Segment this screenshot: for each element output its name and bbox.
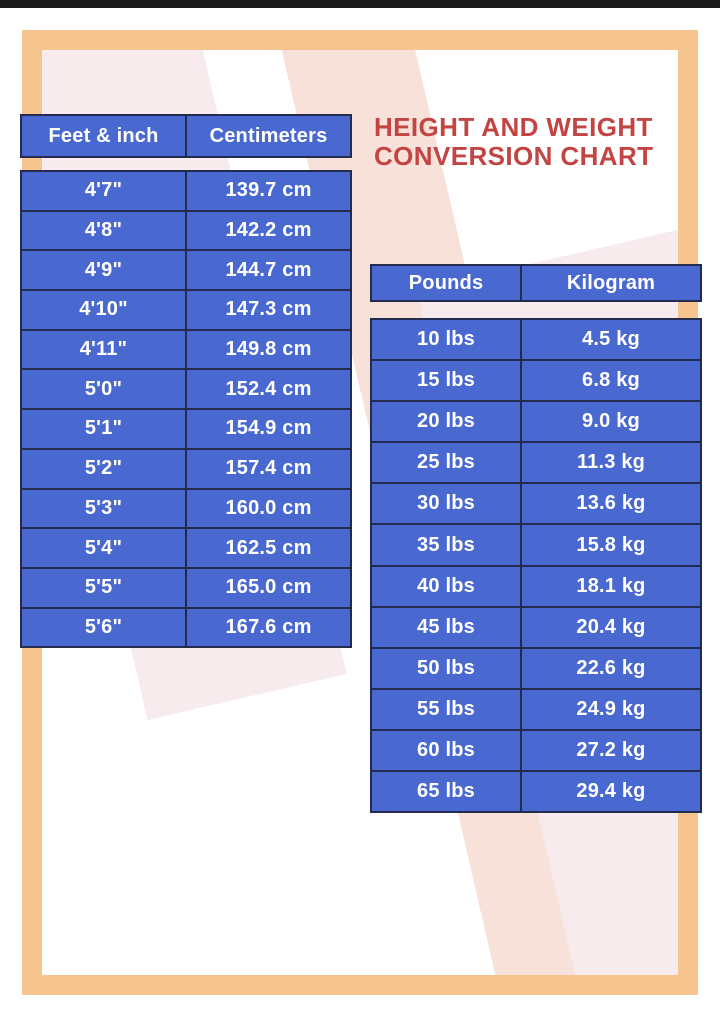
table-row: 40 lbs 18.1 kg (372, 566, 700, 608)
table-row: 5'1" 154.9 cm (22, 410, 350, 450)
table-row: 4'11" 149.8 cm (22, 330, 350, 371)
page-title: HEIGHT AND WEIGHT CONVERSION CHART (374, 113, 674, 170)
weight-header-pounds: Pounds (408, 271, 484, 294)
cm-value: 147.3 cm (185, 291, 350, 329)
feet-inch-value: 4'8" (84, 219, 123, 242)
cm-value: 157.4 cm (185, 449, 350, 488)
table-row: 4'7" 139.7 cm (22, 172, 350, 212)
kg-value: 18.1 kg (520, 566, 700, 606)
cm-value: 152.4 cm (185, 370, 350, 409)
height-table-header: Feet & inch Centimeters (20, 114, 352, 158)
lbs-value: 10 lbs (417, 328, 475, 351)
table-row: 4'10" 147.3 cm (22, 291, 350, 331)
kg-value: 6.8 kg (520, 361, 700, 401)
weight-table-header: Pounds Kilogram (370, 264, 702, 302)
kg-value: 27.2 kg (520, 730, 700, 771)
table-row: 5'0" 152.4 cm (22, 370, 350, 411)
feet-inch-value: 5'2" (84, 457, 123, 480)
table-row: 15 lbs 6.8 kg (372, 361, 700, 403)
feet-inch-value: 4'10" (79, 298, 128, 321)
feet-inch-value: 5'5" (84, 576, 123, 599)
cm-value: 160.0 cm (185, 489, 350, 528)
table-row: 5'2" 157.4 cm (22, 449, 350, 490)
kg-value: 9.0 kg (520, 402, 700, 442)
feet-inch-value: 5'6" (84, 615, 123, 638)
table-row: 30 lbs 13.6 kg (372, 484, 700, 526)
table-row: 50 lbs 22.6 kg (372, 648, 700, 690)
top-edge-bar (0, 0, 720, 8)
cm-value: 139.7 cm (185, 172, 350, 210)
weight-conversion-table: Pounds Kilogram 10 lbs 4.5 kg 15 lbs 6.8… (370, 264, 702, 814)
kg-value: 15.8 kg (520, 525, 700, 565)
height-table-body: 4'7" 139.7 cm 4'8" 142.2 cm 4'9" 144.7 c… (20, 170, 352, 649)
cm-value: 154.9 cm (185, 410, 350, 448)
feet-inch-value: 5'1" (84, 417, 123, 440)
lbs-value: 25 lbs (417, 451, 475, 474)
table-row: 10 lbs 4.5 kg (372, 320, 700, 362)
lbs-value: 60 lbs (417, 738, 475, 761)
height-conversion-table: Feet & inch Centimeters 4'7" 139.7 cm 4'… (20, 114, 352, 649)
kg-value: 29.4 kg (520, 772, 700, 812)
weight-header-kilogram: Kilogram (520, 266, 700, 300)
table-row: 35 lbs 15.8 kg (372, 525, 700, 567)
lbs-value: 35 lbs (417, 533, 475, 556)
feet-inch-value: 5'4" (84, 536, 123, 559)
cm-value: 149.8 cm (185, 330, 350, 369)
kg-value: 4.5 kg (520, 320, 700, 360)
feet-inch-value: 5'0" (84, 377, 123, 400)
table-row: 5'3" 160.0 cm (22, 489, 350, 530)
table-row: 45 lbs 20.4 kg (372, 607, 700, 649)
feet-inch-value: 4'7" (84, 179, 123, 202)
page-title-line1: HEIGHT AND WEIGHT (374, 112, 653, 142)
cm-value: 142.2 cm (185, 211, 350, 250)
kg-value: 22.6 kg (520, 648, 700, 688)
feet-inch-value: 5'3" (84, 496, 123, 519)
table-row: 5'4" 162.5 cm (22, 529, 350, 569)
lbs-value: 20 lbs (417, 410, 475, 433)
cm-value: 144.7 cm (185, 251, 350, 290)
table-row: 5'6" 167.6 cm (22, 608, 350, 647)
lbs-value: 45 lbs (417, 615, 475, 638)
table-row: 55 lbs 24.9 kg (372, 689, 700, 731)
table-row: 20 lbs 9.0 kg (372, 402, 700, 444)
table-row: 60 lbs 27.2 kg (372, 730, 700, 773)
table-row: 5'5" 165.0 cm (22, 568, 350, 609)
height-header-feet-inch: Feet & inch (48, 124, 159, 147)
lbs-value: 55 lbs (417, 697, 475, 720)
lbs-value: 50 lbs (417, 656, 475, 679)
kg-value: 13.6 kg (520, 484, 700, 524)
page-title-line2: CONVERSION CHART (374, 140, 654, 171)
lbs-value: 15 lbs (417, 369, 475, 392)
feet-inch-value: 4'9" (84, 258, 123, 281)
lbs-value: 30 lbs (417, 492, 475, 515)
kg-value: 24.9 kg (520, 689, 700, 729)
height-header-centimeters: Centimeters (185, 116, 350, 156)
table-row: 65 lbs 29.4 kg (372, 772, 700, 812)
kg-value: 11.3 kg (520, 443, 700, 483)
table-row: 4'8" 142.2 cm (22, 211, 350, 252)
table-row: 25 lbs 11.3 kg (372, 443, 700, 485)
kg-value: 20.4 kg (520, 607, 700, 647)
cm-value: 162.5 cm (185, 529, 350, 567)
table-row: 4'9" 144.7 cm (22, 251, 350, 292)
lbs-value: 65 lbs (417, 780, 475, 803)
cm-value: 165.0 cm (185, 568, 350, 607)
lbs-value: 40 lbs (417, 574, 475, 597)
feet-inch-value: 4'11" (79, 338, 128, 361)
weight-table-body: 10 lbs 4.5 kg 15 lbs 6.8 kg 20 lbs 9.0 k… (370, 318, 702, 814)
cm-value: 167.6 cm (185, 608, 350, 647)
